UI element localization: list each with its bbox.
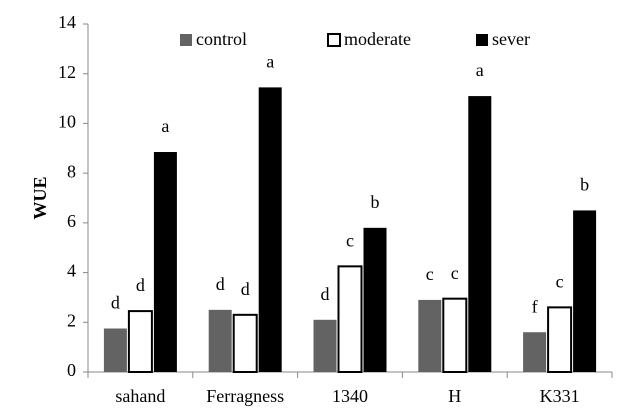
bar-label: d xyxy=(111,293,120,313)
bar-label: d xyxy=(321,284,330,304)
bar-label: c xyxy=(556,271,564,291)
y-tick-label: 0 xyxy=(67,360,76,380)
legend-label: control xyxy=(196,29,247,49)
y-tick-label: 14 xyxy=(58,12,76,32)
bar-label: a xyxy=(476,60,484,80)
x-tick-label: H xyxy=(448,386,461,406)
bar xyxy=(153,152,177,372)
legend-label: sever xyxy=(492,29,530,49)
y-tick-label: 10 xyxy=(58,112,76,132)
bar xyxy=(523,332,547,372)
bar-label: a xyxy=(266,52,274,72)
bar-label: c xyxy=(346,230,354,250)
y-tick-label: 12 xyxy=(58,62,76,82)
bar xyxy=(127,310,153,374)
bar xyxy=(232,313,258,374)
legend-swatch xyxy=(327,33,341,47)
y-tick-label: 2 xyxy=(67,310,76,330)
legend-swatch xyxy=(180,34,192,46)
bar xyxy=(573,210,597,372)
bar xyxy=(337,265,363,374)
bar xyxy=(258,87,282,372)
bar xyxy=(468,96,492,372)
bar-label: f xyxy=(532,296,538,316)
bar xyxy=(208,309,232,372)
y-axis-label: WUE xyxy=(30,176,50,219)
bar xyxy=(442,297,468,373)
bar-label: b xyxy=(371,192,380,212)
y-tick-label: 6 xyxy=(67,211,76,231)
bar-label: c xyxy=(426,264,434,284)
bar-label: d xyxy=(216,274,225,294)
bar-label: d xyxy=(136,275,145,295)
bar-label: c xyxy=(451,263,459,283)
bar-label: a xyxy=(161,116,169,136)
bar xyxy=(313,319,337,372)
bar xyxy=(547,306,573,373)
x-tick-label: sahand xyxy=(115,386,165,406)
x-tick-label: Ferragness xyxy=(206,386,284,406)
legend-label: moderate xyxy=(344,29,411,49)
y-tick-label: 4 xyxy=(67,261,76,281)
bar-label: d xyxy=(241,279,250,299)
bar xyxy=(418,299,442,372)
bar xyxy=(103,328,127,372)
y-tick-label: 8 xyxy=(67,161,76,181)
x-tick-label: 1340 xyxy=(332,386,368,406)
bar xyxy=(363,227,387,372)
bar-label: b xyxy=(580,175,589,195)
legend-swatch xyxy=(476,34,488,46)
x-tick-label: K331 xyxy=(540,386,580,406)
